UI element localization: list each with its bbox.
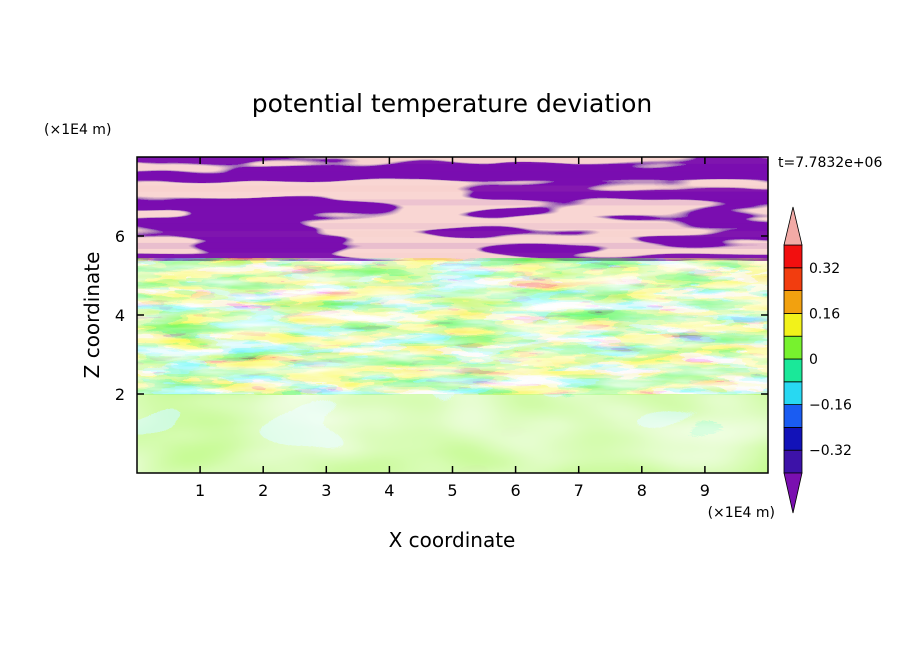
colorbar-max-arrow bbox=[783, 206, 803, 246]
x-tick-label: 7 bbox=[574, 481, 584, 500]
y-unit-label: (×1E4 m) bbox=[44, 122, 111, 138]
colorbar-bin bbox=[783, 312, 803, 337]
contour-band bbox=[137, 223, 768, 230]
colorbar-bin bbox=[783, 335, 803, 360]
colorbar-bin bbox=[783, 449, 803, 474]
colorbar-bin bbox=[783, 290, 803, 314]
x-tick-label: 6 bbox=[511, 481, 521, 500]
y-tick-label: 4 bbox=[115, 306, 125, 325]
contour-band bbox=[137, 185, 768, 192]
colorbar-tick-label: 0.16 bbox=[809, 306, 840, 322]
lower-layer-field bbox=[137, 394, 768, 473]
x-axis-label: X coordinate bbox=[389, 528, 516, 552]
colorbar-min-arrow bbox=[783, 472, 803, 514]
contour-band bbox=[137, 242, 768, 249]
x-tick-label: 5 bbox=[447, 481, 457, 500]
contour-field bbox=[137, 157, 768, 473]
x-tick-label: 8 bbox=[637, 481, 647, 500]
x-unit-label: (×1E4 m) bbox=[708, 505, 775, 521]
colorbar-bin bbox=[783, 381, 803, 405]
contour-band bbox=[137, 252, 768, 259]
colorbar-bin bbox=[783, 426, 803, 451]
chart-title: potential temperature deviation bbox=[252, 89, 652, 118]
mixing-layer-field bbox=[137, 258, 768, 395]
colorbar-tick-label: −0.16 bbox=[809, 398, 852, 414]
colorbar-bin bbox=[783, 267, 803, 291]
x-axis: 1 2 3 4 5 6 7 8 9 bbox=[195, 157, 710, 500]
y-tick-label: 6 bbox=[115, 227, 125, 246]
colorbar-bin bbox=[783, 358, 803, 383]
x-tick-label: 3 bbox=[321, 481, 331, 500]
colorbar-bin bbox=[783, 244, 803, 269]
contour-band bbox=[137, 231, 768, 238]
x-tick-label: 4 bbox=[384, 481, 394, 500]
y-axis-label: Z coordinate bbox=[80, 252, 104, 379]
x-tick-label: 1 bbox=[195, 481, 205, 500]
contour-band bbox=[137, 171, 768, 178]
y-axis: 2 4 6 bbox=[115, 227, 768, 404]
x-tick-label: 2 bbox=[258, 481, 268, 500]
colorbar-tick-label: −0.32 bbox=[809, 443, 852, 459]
x-tick-label: 9 bbox=[700, 481, 710, 500]
colorbar-tick-label: 0 bbox=[809, 352, 818, 368]
y-tick-label: 2 bbox=[115, 385, 125, 404]
contour-band bbox=[137, 199, 768, 206]
upper-layer-field bbox=[137, 157, 768, 261]
colorbar-bin bbox=[783, 404, 803, 428]
colorbar-tick-label: 0.32 bbox=[809, 261, 840, 277]
colorbar: 0.32 0.16 0 −0.16 −0.32 bbox=[783, 206, 852, 514]
time-label: t=7.7832e+06 bbox=[778, 155, 882, 171]
